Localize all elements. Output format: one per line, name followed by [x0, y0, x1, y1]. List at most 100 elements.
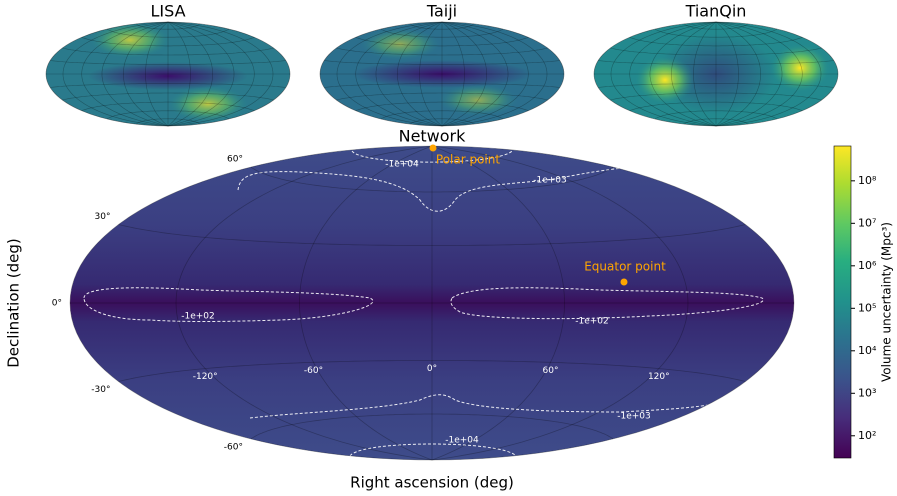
- mini-grid: [649, 21, 717, 127]
- contour-label: -1e+04: [385, 160, 419, 170]
- mini-grid: [654, 110, 778, 120]
- grid-line: [431, 145, 565, 461]
- mini-grid: [50, 60, 286, 65]
- mini-grid: [81, 21, 169, 127]
- mini-grid: [136, 23, 200, 30]
- mini-grid: [441, 21, 548, 127]
- y-tick-label: 60°: [227, 155, 243, 165]
- polar-point: [429, 144, 437, 152]
- mini-grid: [81, 101, 255, 112]
- panel-title: TianQin: [685, 2, 747, 21]
- mini-grid: [715, 21, 739, 127]
- mini-grid: [336, 92, 548, 101]
- mini-grid: [62, 47, 274, 56]
- grid-line: [250, 413, 614, 440]
- chart-title: Network: [399, 127, 467, 146]
- colorbar-tick-label: 10⁵: [858, 301, 876, 314]
- contour-label: -1e+04: [445, 436, 479, 446]
- grid-line: [250, 166, 614, 193]
- mini-map: [46, 22, 290, 126]
- mini-grid: [598, 60, 834, 65]
- x-tick-label: 0°: [427, 364, 437, 374]
- colorbar: [833, 145, 852, 459]
- mini-border: [45, 21, 291, 127]
- mini-grid: [167, 21, 191, 127]
- mini-grid: [629, 36, 803, 47]
- mini-grid: [715, 21, 783, 127]
- mini-grid: [715, 21, 822, 127]
- y-tick-label: -60°: [224, 442, 243, 452]
- contour-label: -1e+03: [533, 176, 567, 186]
- mini-grid: [380, 28, 504, 38]
- panel-title: Taiji: [426, 2, 457, 21]
- mini-grid: [441, 21, 509, 127]
- mini-border: [593, 21, 839, 127]
- mini-grid: [336, 21, 443, 127]
- mini-grid: [324, 60, 560, 65]
- mini-border: [319, 21, 565, 127]
- mini-grid: [670, 21, 717, 127]
- mini-map: [594, 22, 838, 126]
- mini-grid: [167, 21, 274, 127]
- mini-grid: [419, 21, 443, 127]
- contour-label: -1e+02: [575, 317, 609, 327]
- mini-grid: [50, 83, 286, 88]
- mini-grid: [410, 23, 474, 30]
- grid-line: [175, 145, 433, 461]
- contour: [450, 287, 764, 320]
- y-tick-label: -30°: [91, 385, 110, 395]
- mini-grid: [375, 21, 443, 127]
- mini-grid: [396, 21, 443, 127]
- contour-label: -1e+03: [617, 412, 651, 422]
- mini-grid: [145, 21, 169, 127]
- x-axis-label: Right ascension (deg): [350, 474, 514, 492]
- mini-grid: [693, 21, 717, 127]
- mini-map: [320, 22, 564, 126]
- mini-grid: [167, 21, 255, 127]
- mini-grid: [81, 36, 255, 47]
- mini-grid: [355, 21, 443, 127]
- y-tick-label: 0°: [52, 299, 62, 309]
- sky-map: [70, 146, 794, 460]
- grid-line: [431, 145, 689, 461]
- x-tick-label: -60°: [304, 366, 323, 376]
- colorbar-tick-label: 10⁸: [858, 174, 877, 187]
- colorbar-tick-label: 10⁷: [858, 216, 876, 229]
- annotation: Equator point: [584, 260, 666, 274]
- contour: [351, 149, 514, 163]
- mini-grid: [629, 21, 717, 127]
- mini-grid: [629, 101, 803, 112]
- mini-grid: [441, 21, 529, 127]
- grid-line: [118, 360, 746, 382]
- mini-grid: [598, 83, 834, 88]
- mini-grid: [324, 83, 560, 88]
- grid-line: [118, 224, 746, 246]
- mini-grid: [380, 110, 504, 120]
- x-tick-label: -120°: [193, 372, 218, 382]
- annotation: Polar point: [436, 153, 500, 167]
- panel-title: LISA: [150, 2, 185, 21]
- mini-grid: [106, 110, 230, 120]
- mini-grid: [441, 21, 465, 127]
- mini-grid: [654, 28, 778, 38]
- mini-grid: [610, 21, 717, 127]
- colorbar-tick-label: 10⁶: [858, 259, 877, 272]
- y-tick-label: 30°: [95, 212, 111, 222]
- mini-grid: [355, 101, 529, 112]
- mini-grid: [62, 21, 169, 127]
- colorbar-label: Volume uncertainty (Mpc³): [880, 222, 894, 382]
- mini-grid: [441, 21, 488, 127]
- contour: [349, 443, 517, 457]
- mini-grid: [167, 21, 214, 127]
- colorbar-tick-label: 10²: [858, 429, 876, 442]
- contour-label: -1e+02: [181, 312, 215, 322]
- y-axis-label: Declination (deg): [5, 238, 23, 368]
- mini-grid: [610, 47, 822, 56]
- mini-grid: [715, 21, 762, 127]
- equator-point: [620, 278, 628, 286]
- mini-grid: [336, 47, 548, 56]
- mini-grid: [410, 118, 474, 125]
- mini-grid: [122, 21, 169, 127]
- mini-grid: [684, 118, 748, 125]
